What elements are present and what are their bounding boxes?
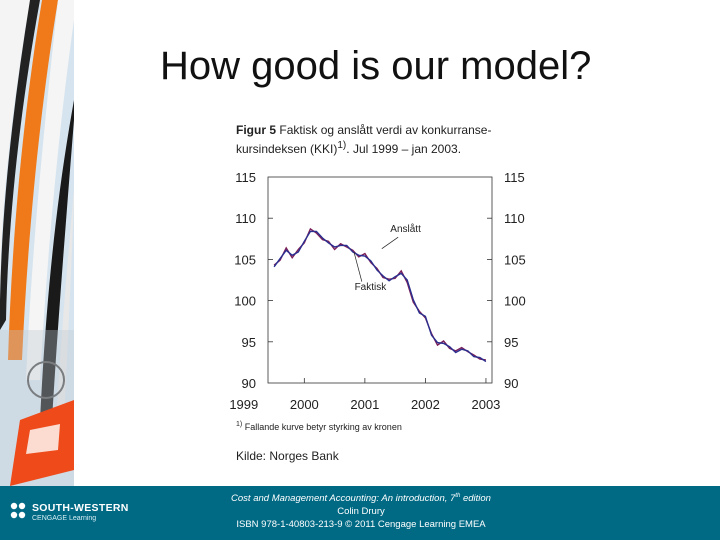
x-tick-label: 2000 xyxy=(290,397,319,412)
caption-line2b: . Jul 1999 – jan 2003. xyxy=(346,142,462,156)
kki-line-chart: 115 115 110 110 105 105 100 100 95 95 90 90 1999 2000… xyxy=(230,170,526,412)
x-tick-label: 2002 xyxy=(411,397,440,412)
y-tick-label-right: 95 xyxy=(504,335,518,350)
footer-line2: Colin Drury xyxy=(337,506,385,518)
annotation-arrow-faktisk xyxy=(353,251,363,282)
y-tick-label-right: 90 xyxy=(504,376,518,391)
y-tick-label-right: 115 xyxy=(504,170,525,185)
x-tick-label: 2003 xyxy=(471,397,500,412)
footer-bar: SOUTH-WESTERN CENGAGE Learning Cost and … xyxy=(0,486,720,540)
footer-line3: ISBN 978-1-40803-213-9 © 2011 Cengage Le… xyxy=(236,519,486,531)
y-tick-label-right: 105 xyxy=(504,252,526,267)
caption-line1: Faktisk og anslått verdi av konkurranse- xyxy=(279,123,492,137)
series-line-faktisk xyxy=(273,227,486,361)
footnote-text: Fallande kurve betyr styrking av kronen xyxy=(244,422,402,432)
y-tick-label-right: 110 xyxy=(504,211,525,226)
footnote-mark: 1) xyxy=(236,421,243,428)
x-tick-label: 1999 xyxy=(230,397,258,412)
y-tick-label-left: 115 xyxy=(235,170,256,185)
figure-footnote: 1) Fallande kurve betyr styrking av kron… xyxy=(236,421,402,432)
y-tick-label-left: 105 xyxy=(234,252,256,267)
footer-line1-end: edition xyxy=(460,493,491,505)
annotation-arrow-anslatt xyxy=(381,236,399,249)
footer-citation: Cost and Management Accounting: An intro… xyxy=(196,490,526,531)
figure-source: Kilde: Norges Bank xyxy=(236,449,339,463)
footer-line1-sup: th xyxy=(455,493,461,499)
caption-line2a: kursindeksen (KKI) xyxy=(236,142,338,156)
plot-frame xyxy=(267,176,493,384)
kite-image xyxy=(0,0,74,486)
footer-line1: Cost and Management Accounting: An intro… xyxy=(231,493,456,505)
figure-label: Figur 5 xyxy=(236,123,277,137)
cengage-icon xyxy=(10,502,26,519)
series-line-anslått xyxy=(273,230,487,363)
logo-sub-text: CENGAGE Learning xyxy=(32,515,97,522)
caption-sup: 1) xyxy=(337,140,347,151)
x-tick-label: 2001 xyxy=(350,397,379,412)
y-tick-label-left: 90 xyxy=(242,376,256,391)
y-tick-label-left: 95 xyxy=(242,335,256,350)
annotation-anslatt: Anslått xyxy=(390,223,421,235)
figure-caption: Figur 5 Faktisk og anslått verdi av konk… xyxy=(236,123,536,157)
y-tick-label-left: 110 xyxy=(235,211,256,226)
y-tick-label-right: 100 xyxy=(504,294,526,309)
annotation-faktisk: Faktisk xyxy=(355,282,388,293)
slide-title: How good is our model? xyxy=(160,44,592,88)
y-tick-label-left: 100 xyxy=(234,294,256,309)
publisher-logo: SOUTH-WESTERN CENGAGE Learning xyxy=(8,500,138,528)
logo-main-text: SOUTH-WESTERN xyxy=(32,502,129,514)
